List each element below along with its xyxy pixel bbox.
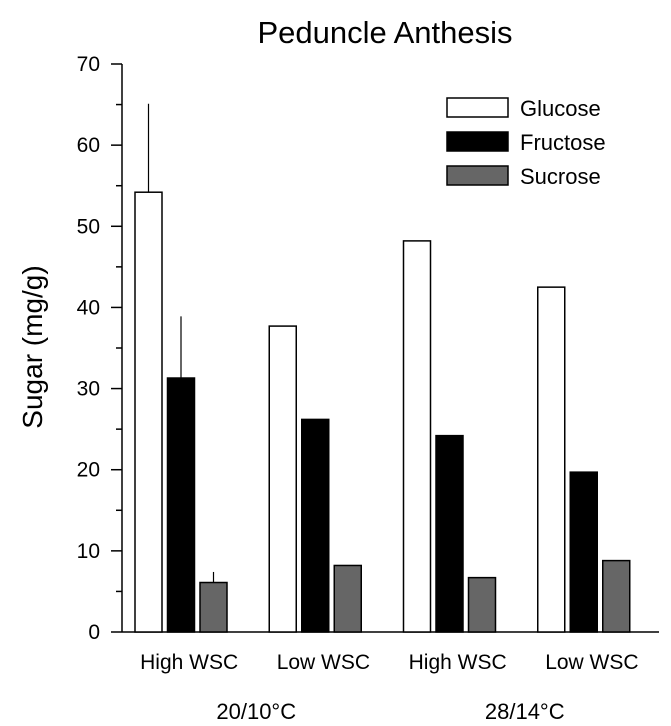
legend-label: Fructose <box>520 130 606 155</box>
y-tick-label: 60 <box>77 134 100 157</box>
legend-swatch <box>446 165 509 186</box>
y-tick-label: 0 <box>88 621 100 644</box>
bar <box>569 471 598 633</box>
bar <box>402 240 432 633</box>
x-tick-label: High WSC <box>409 651 507 674</box>
bar <box>268 325 297 633</box>
y-tick-label: 40 <box>77 296 100 319</box>
legend-swatch <box>446 97 509 118</box>
bar <box>166 377 196 633</box>
y-tick-label: 70 <box>77 53 100 76</box>
y-tick-label: 30 <box>77 378 100 401</box>
group-label: 28/14°C <box>485 699 565 724</box>
bar <box>301 418 330 633</box>
bar <box>537 286 566 633</box>
legend-label: Sucrose <box>520 164 601 189</box>
legend: Glucose Fructose Sucrose <box>446 96 606 189</box>
bar <box>435 434 464 633</box>
chart-title: Peduncle Anthesis <box>257 15 512 50</box>
group-label: 20/10°C <box>216 699 296 724</box>
legend-label: Glucose <box>520 96 601 121</box>
bar <box>199 581 228 633</box>
y-tick-label: 10 <box>77 540 100 563</box>
legend-swatch <box>446 131 509 152</box>
x-tick-label: High WSC <box>140 651 238 674</box>
bar <box>467 576 497 633</box>
y-tick-label: 50 <box>77 215 100 238</box>
y-axis-label: Sugar (mg/g) <box>17 265 48 428</box>
bar <box>333 564 362 633</box>
bar <box>602 559 631 633</box>
x-tick-label: Low WSC <box>277 651 370 674</box>
y-tick-label: 20 <box>77 459 100 482</box>
plot-area: 0 10 20 30 40 50 60 70 High WSC Low WSC High WSC Lo… <box>77 53 659 724</box>
bar <box>134 191 163 633</box>
x-tick-label: Low WSC <box>545 651 638 674</box>
